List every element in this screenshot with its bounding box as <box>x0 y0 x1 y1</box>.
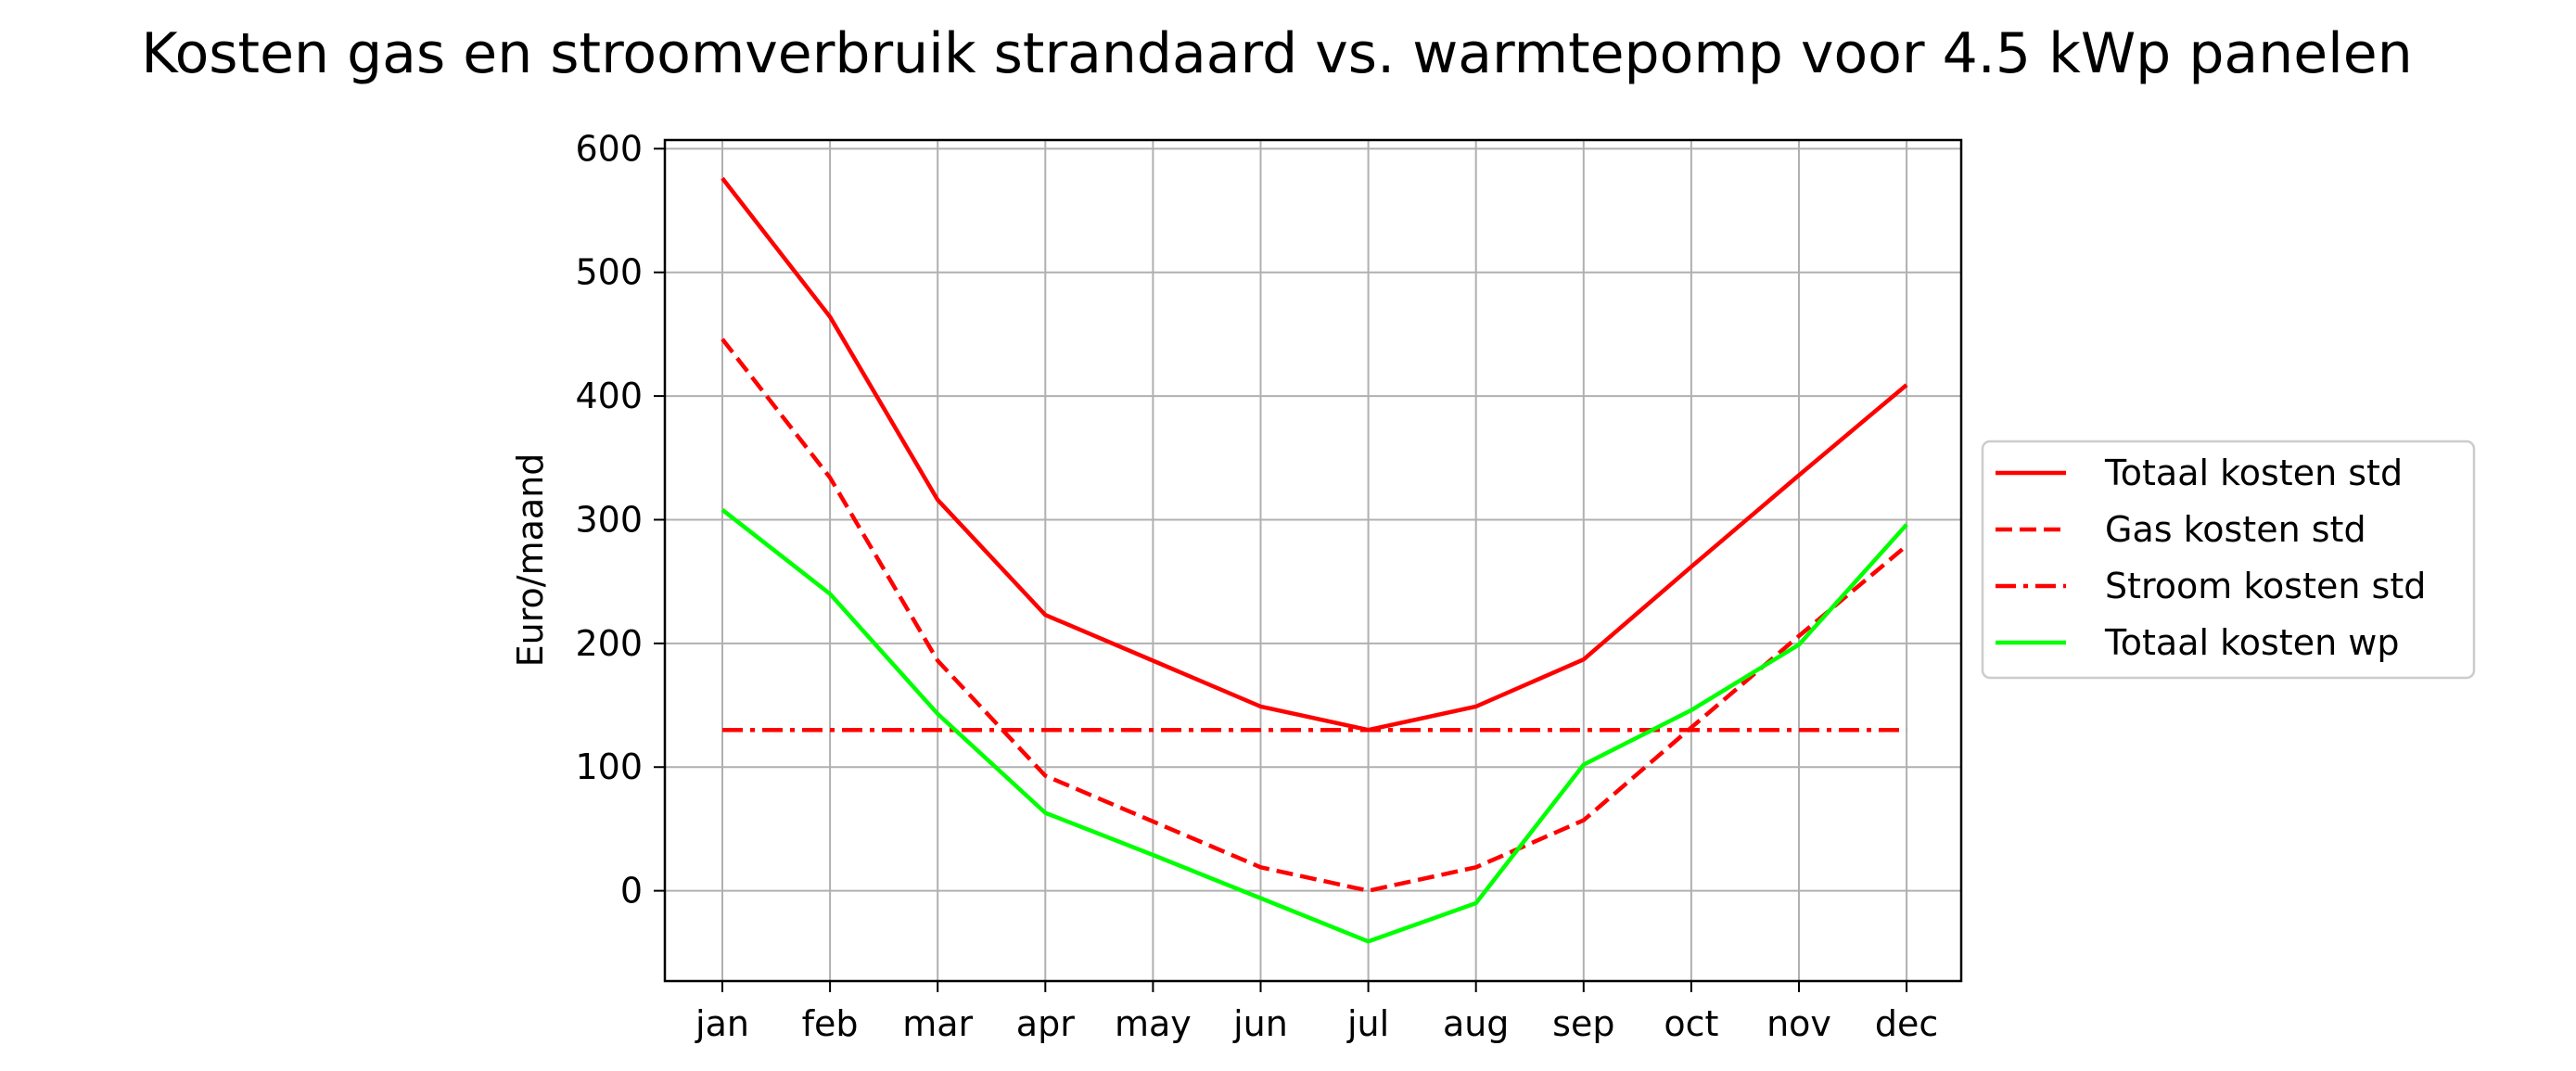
x-tick-label: sep <box>1552 1003 1614 1044</box>
x-tick-label: aug <box>1443 1003 1510 1044</box>
x-tick-label: nov <box>1766 1003 1831 1044</box>
y-tick-label: 400 <box>575 376 643 416</box>
y-tick-label: 500 <box>575 252 643 293</box>
x-tick-label: oct <box>1664 1003 1718 1044</box>
series-lines <box>721 176 1908 944</box>
x-tick-label: may <box>1115 1003 1192 1044</box>
legend-label-1: Totaal kosten std <box>2104 453 2403 493</box>
x-tick-label: dec <box>1875 1003 1938 1044</box>
ticks: jan feb mar apr may jun jul aug sep oct nov dec 0 100… <box>575 128 1938 1044</box>
y-tick-label: 200 <box>575 623 643 664</box>
y-tick-label: 600 <box>575 128 643 169</box>
series-line-4 <box>721 508 1908 944</box>
x-tick-label: feb <box>802 1003 859 1044</box>
y-tick-label: 0 <box>620 871 643 912</box>
legend-label-2: Gas kosten std <box>2105 509 2366 550</box>
chart-title: Kosten gas en stroomverbruik strandaard … <box>141 21 2413 86</box>
legend-label-3: Stroom kosten std <box>2105 566 2426 606</box>
y-axis-label: Euro/maand <box>510 453 551 668</box>
x-tick-label: jul <box>1346 1003 1389 1044</box>
legend-box <box>1981 440 2476 680</box>
legend-label-4: Totaal kosten wp <box>2104 622 2399 663</box>
x-tick-label: jan <box>695 1003 749 1044</box>
plot-frame <box>663 138 1963 983</box>
x-tick-label: apr <box>1016 1003 1075 1044</box>
series-line-1 <box>721 176 1908 733</box>
y-tick-label: 300 <box>575 499 643 540</box>
legend: Totaal kosten std Gas kosten std Stroom ko… <box>1981 440 2476 680</box>
series-line-2 <box>721 338 1908 893</box>
grid <box>665 140 1961 981</box>
y-tick-label: 100 <box>575 746 643 787</box>
x-tick-label: mar <box>902 1003 973 1044</box>
x-tick-label: jun <box>1232 1003 1288 1044</box>
